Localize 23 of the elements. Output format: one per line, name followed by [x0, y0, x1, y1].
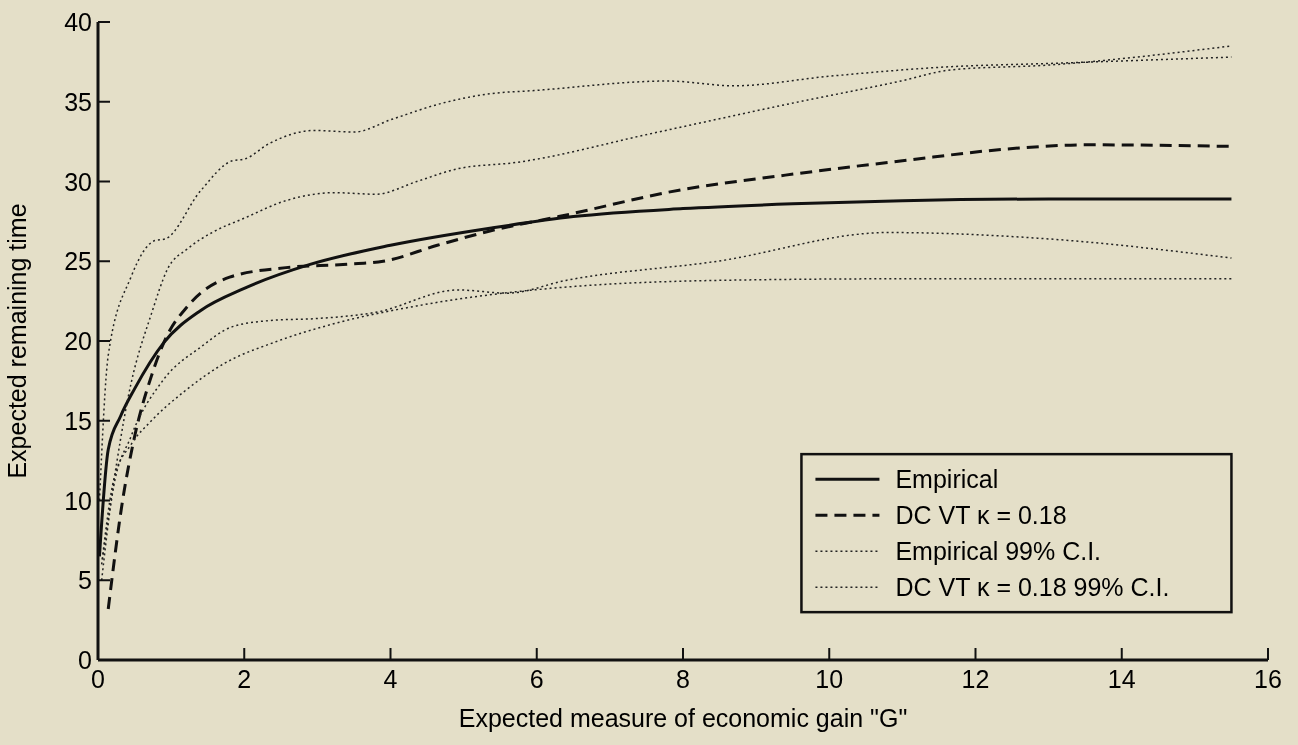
y-tick-label: 40: [64, 8, 92, 36]
x-tick-label: 14: [1107, 665, 1136, 693]
x-tick-label: 6: [529, 665, 544, 693]
legend-label: DC VT κ = 0.18: [895, 501, 1067, 530]
y-tick-label: 30: [64, 167, 92, 196]
legend-label: DC VT κ = 0.18 99% C.I.: [895, 573, 1170, 602]
x-tick-label: 12: [961, 665, 990, 693]
legend-label: Empirical: [895, 465, 999, 494]
x-axis-title: Expected measure of economic gain "G": [458, 704, 908, 732]
x-tick-label: 2: [237, 665, 252, 693]
y-tick-label: 25: [64, 247, 92, 276]
y-axis-title: Expected remaining time: [3, 203, 31, 479]
y-tick-label: 10: [64, 486, 92, 515]
y-tick-label: 5: [78, 566, 92, 595]
y-tick-label: 0: [78, 646, 92, 674]
x-tick-label: 8: [676, 665, 690, 693]
y-tick-label: 20: [64, 327, 92, 355]
x-tick-label: 10: [815, 665, 844, 693]
y-tick-label: 35: [64, 87, 92, 116]
x-tick-label: 16: [1254, 665, 1282, 693]
x-tick-label: 4: [383, 665, 398, 693]
y-tick-label: 15: [64, 406, 92, 435]
legend-label: Empirical 99% C.I.: [895, 537, 1102, 566]
